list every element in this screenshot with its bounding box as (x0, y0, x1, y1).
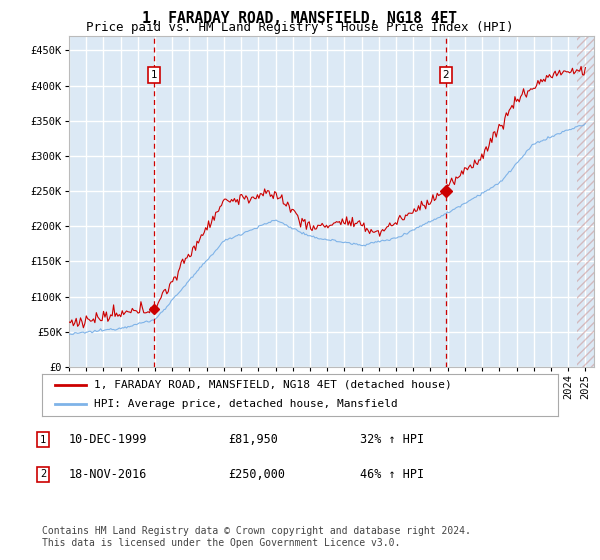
Text: £250,000: £250,000 (228, 468, 285, 481)
Text: 1, FARADAY ROAD, MANSFIELD, NG18 4ET (detached house): 1, FARADAY ROAD, MANSFIELD, NG18 4ET (de… (94, 380, 451, 390)
Text: HPI: Average price, detached house, Mansfield: HPI: Average price, detached house, Mans… (94, 399, 397, 409)
Text: Price paid vs. HM Land Registry's House Price Index (HPI): Price paid vs. HM Land Registry's House … (86, 21, 514, 34)
Text: 2: 2 (40, 469, 46, 479)
Text: 1: 1 (40, 435, 46, 445)
Text: 1: 1 (151, 70, 157, 80)
Text: 2: 2 (442, 70, 449, 80)
Text: 32% ↑ HPI: 32% ↑ HPI (360, 433, 424, 446)
Text: 1, FARADAY ROAD, MANSFIELD, NG18 4ET: 1, FARADAY ROAD, MANSFIELD, NG18 4ET (143, 11, 458, 26)
Text: 46% ↑ HPI: 46% ↑ HPI (360, 468, 424, 481)
Text: 10-DEC-1999: 10-DEC-1999 (69, 433, 148, 446)
Text: £81,950: £81,950 (228, 433, 278, 446)
Text: Contains HM Land Registry data © Crown copyright and database right 2024.
This d: Contains HM Land Registry data © Crown c… (42, 526, 471, 548)
Text: 18-NOV-2016: 18-NOV-2016 (69, 468, 148, 481)
